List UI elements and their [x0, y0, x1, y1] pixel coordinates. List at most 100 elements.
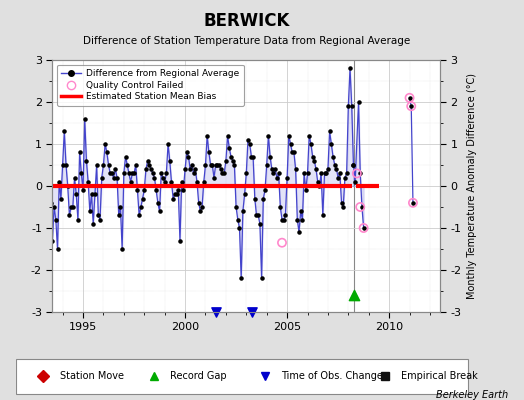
Point [193, 178, 201, 185]
Point [167, 178, 176, 185]
Text: Empirical Break: Empirical Break [401, 371, 477, 381]
Point [406, 95, 414, 101]
Point [69, 204, 77, 210]
Point [409, 200, 417, 206]
Point [291, 166, 300, 172]
Point [349, 162, 357, 168]
Point [407, 103, 416, 109]
Point [43, 174, 51, 181]
Point [300, 170, 308, 177]
Y-axis label: Monthly Temperature Anomaly Difference (°C): Monthly Temperature Anomaly Difference (… [467, 73, 477, 299]
Point [135, 212, 144, 218]
Point [358, 204, 366, 210]
Point [223, 132, 232, 139]
Point [283, 174, 291, 181]
Point [41, 145, 50, 151]
Point [140, 187, 148, 193]
Point [331, 162, 339, 168]
Point [162, 170, 170, 177]
Point [99, 162, 107, 168]
Point [85, 208, 94, 214]
Point [237, 275, 245, 282]
Point [246, 141, 254, 147]
Point [200, 178, 208, 185]
Point [219, 170, 227, 177]
Point [297, 208, 305, 214]
Point [332, 166, 341, 172]
Point [125, 170, 133, 177]
Point [63, 183, 72, 189]
Point [212, 309, 220, 315]
Point [55, 178, 63, 185]
Point [228, 158, 237, 164]
Point [271, 166, 279, 172]
Point [110, 174, 118, 181]
Point [40, 116, 48, 122]
Point [278, 240, 286, 246]
Point [227, 153, 235, 160]
Point [81, 116, 89, 122]
Point [278, 216, 286, 223]
Point [97, 174, 106, 181]
Point [216, 166, 225, 172]
Point [266, 153, 274, 160]
Point [215, 162, 223, 168]
Point [247, 153, 256, 160]
Point [147, 166, 155, 172]
Point [92, 162, 101, 168]
Point [122, 153, 130, 160]
Point [335, 170, 344, 177]
Point [359, 225, 368, 231]
Point [178, 178, 186, 185]
Point [298, 216, 307, 223]
Point [346, 65, 354, 72]
Point [252, 212, 260, 218]
Point [276, 204, 285, 210]
Point [264, 132, 272, 139]
Point [104, 162, 113, 168]
Point [347, 103, 356, 109]
Text: Station Move: Station Move [60, 371, 124, 381]
Point [307, 141, 315, 147]
Point [259, 195, 267, 202]
Point [337, 200, 346, 206]
Point [341, 174, 349, 181]
Point [154, 200, 162, 206]
Point [305, 132, 313, 139]
Point [309, 153, 317, 160]
Point [268, 166, 276, 172]
Point [191, 166, 200, 172]
Point [58, 162, 67, 168]
Point [79, 187, 87, 193]
Point [50, 204, 58, 210]
Point [94, 212, 103, 218]
Point [351, 178, 359, 185]
Point [91, 191, 99, 198]
Point [319, 212, 327, 218]
Point [57, 195, 65, 202]
Point [184, 153, 193, 160]
Point [144, 158, 152, 164]
Point [128, 170, 137, 177]
Point [313, 178, 322, 185]
Point [250, 195, 259, 202]
Point [196, 208, 204, 214]
Point [157, 170, 166, 177]
Point [188, 162, 196, 168]
Point [356, 204, 364, 210]
Point [70, 174, 79, 181]
Point [254, 212, 263, 218]
Point [106, 170, 114, 177]
Point [315, 183, 324, 189]
Text: Time of Obs. Change: Time of Obs. Change [281, 371, 383, 381]
Point [293, 216, 301, 223]
Point [349, 162, 357, 168]
Point [132, 162, 140, 168]
Point [234, 216, 242, 223]
Point [152, 187, 160, 193]
Point [232, 204, 241, 210]
Point [320, 170, 329, 177]
Point [302, 187, 310, 193]
Text: Difference of Station Temperature Data from Regional Average: Difference of Station Temperature Data f… [83, 36, 410, 46]
Point [244, 137, 252, 143]
